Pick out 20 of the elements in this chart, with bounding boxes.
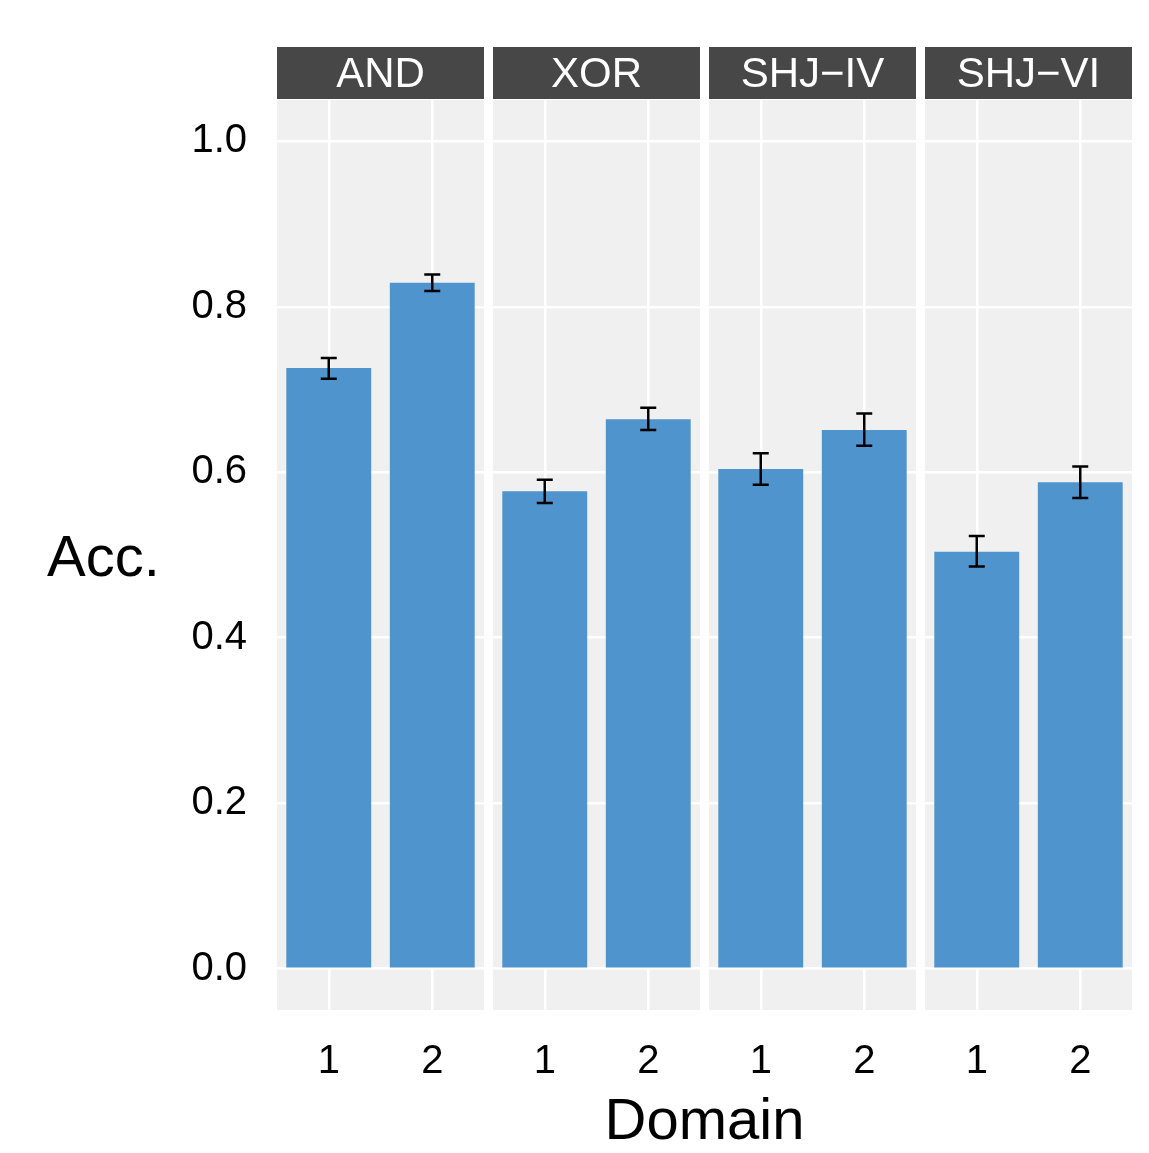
y-tick-label: 0.6 (191, 447, 247, 492)
y-tick-label: 0.4 (191, 612, 247, 657)
y-tick-label: 0.8 (191, 281, 247, 326)
chart-title: SHJ−VI (925, 47, 1132, 99)
x-tick-label: 1 (317, 1037, 340, 1082)
x-tick-label: 1 (749, 1037, 772, 1082)
x-tick-label: 2 (637, 1037, 660, 1082)
y-tick-label: 1.0 (191, 116, 247, 161)
chart-title: AND (277, 47, 484, 99)
x-axis-title: Domain (603, 1085, 806, 1152)
x-tick-label: 2 (1069, 1037, 1092, 1082)
y-tick-label: 0.2 (191, 778, 247, 823)
x-tick-label: 1 (533, 1037, 556, 1082)
chart-title: SHJ−IV (709, 47, 916, 99)
y-axis-title: Acc. (47, 522, 160, 589)
x-tick-label: 2 (421, 1037, 444, 1082)
y-tick-label: 0.0 (191, 943, 247, 988)
x-tick-label: 2 (853, 1037, 876, 1082)
x-tick-label: 1 (965, 1037, 988, 1082)
chart-title: XOR (493, 47, 700, 99)
